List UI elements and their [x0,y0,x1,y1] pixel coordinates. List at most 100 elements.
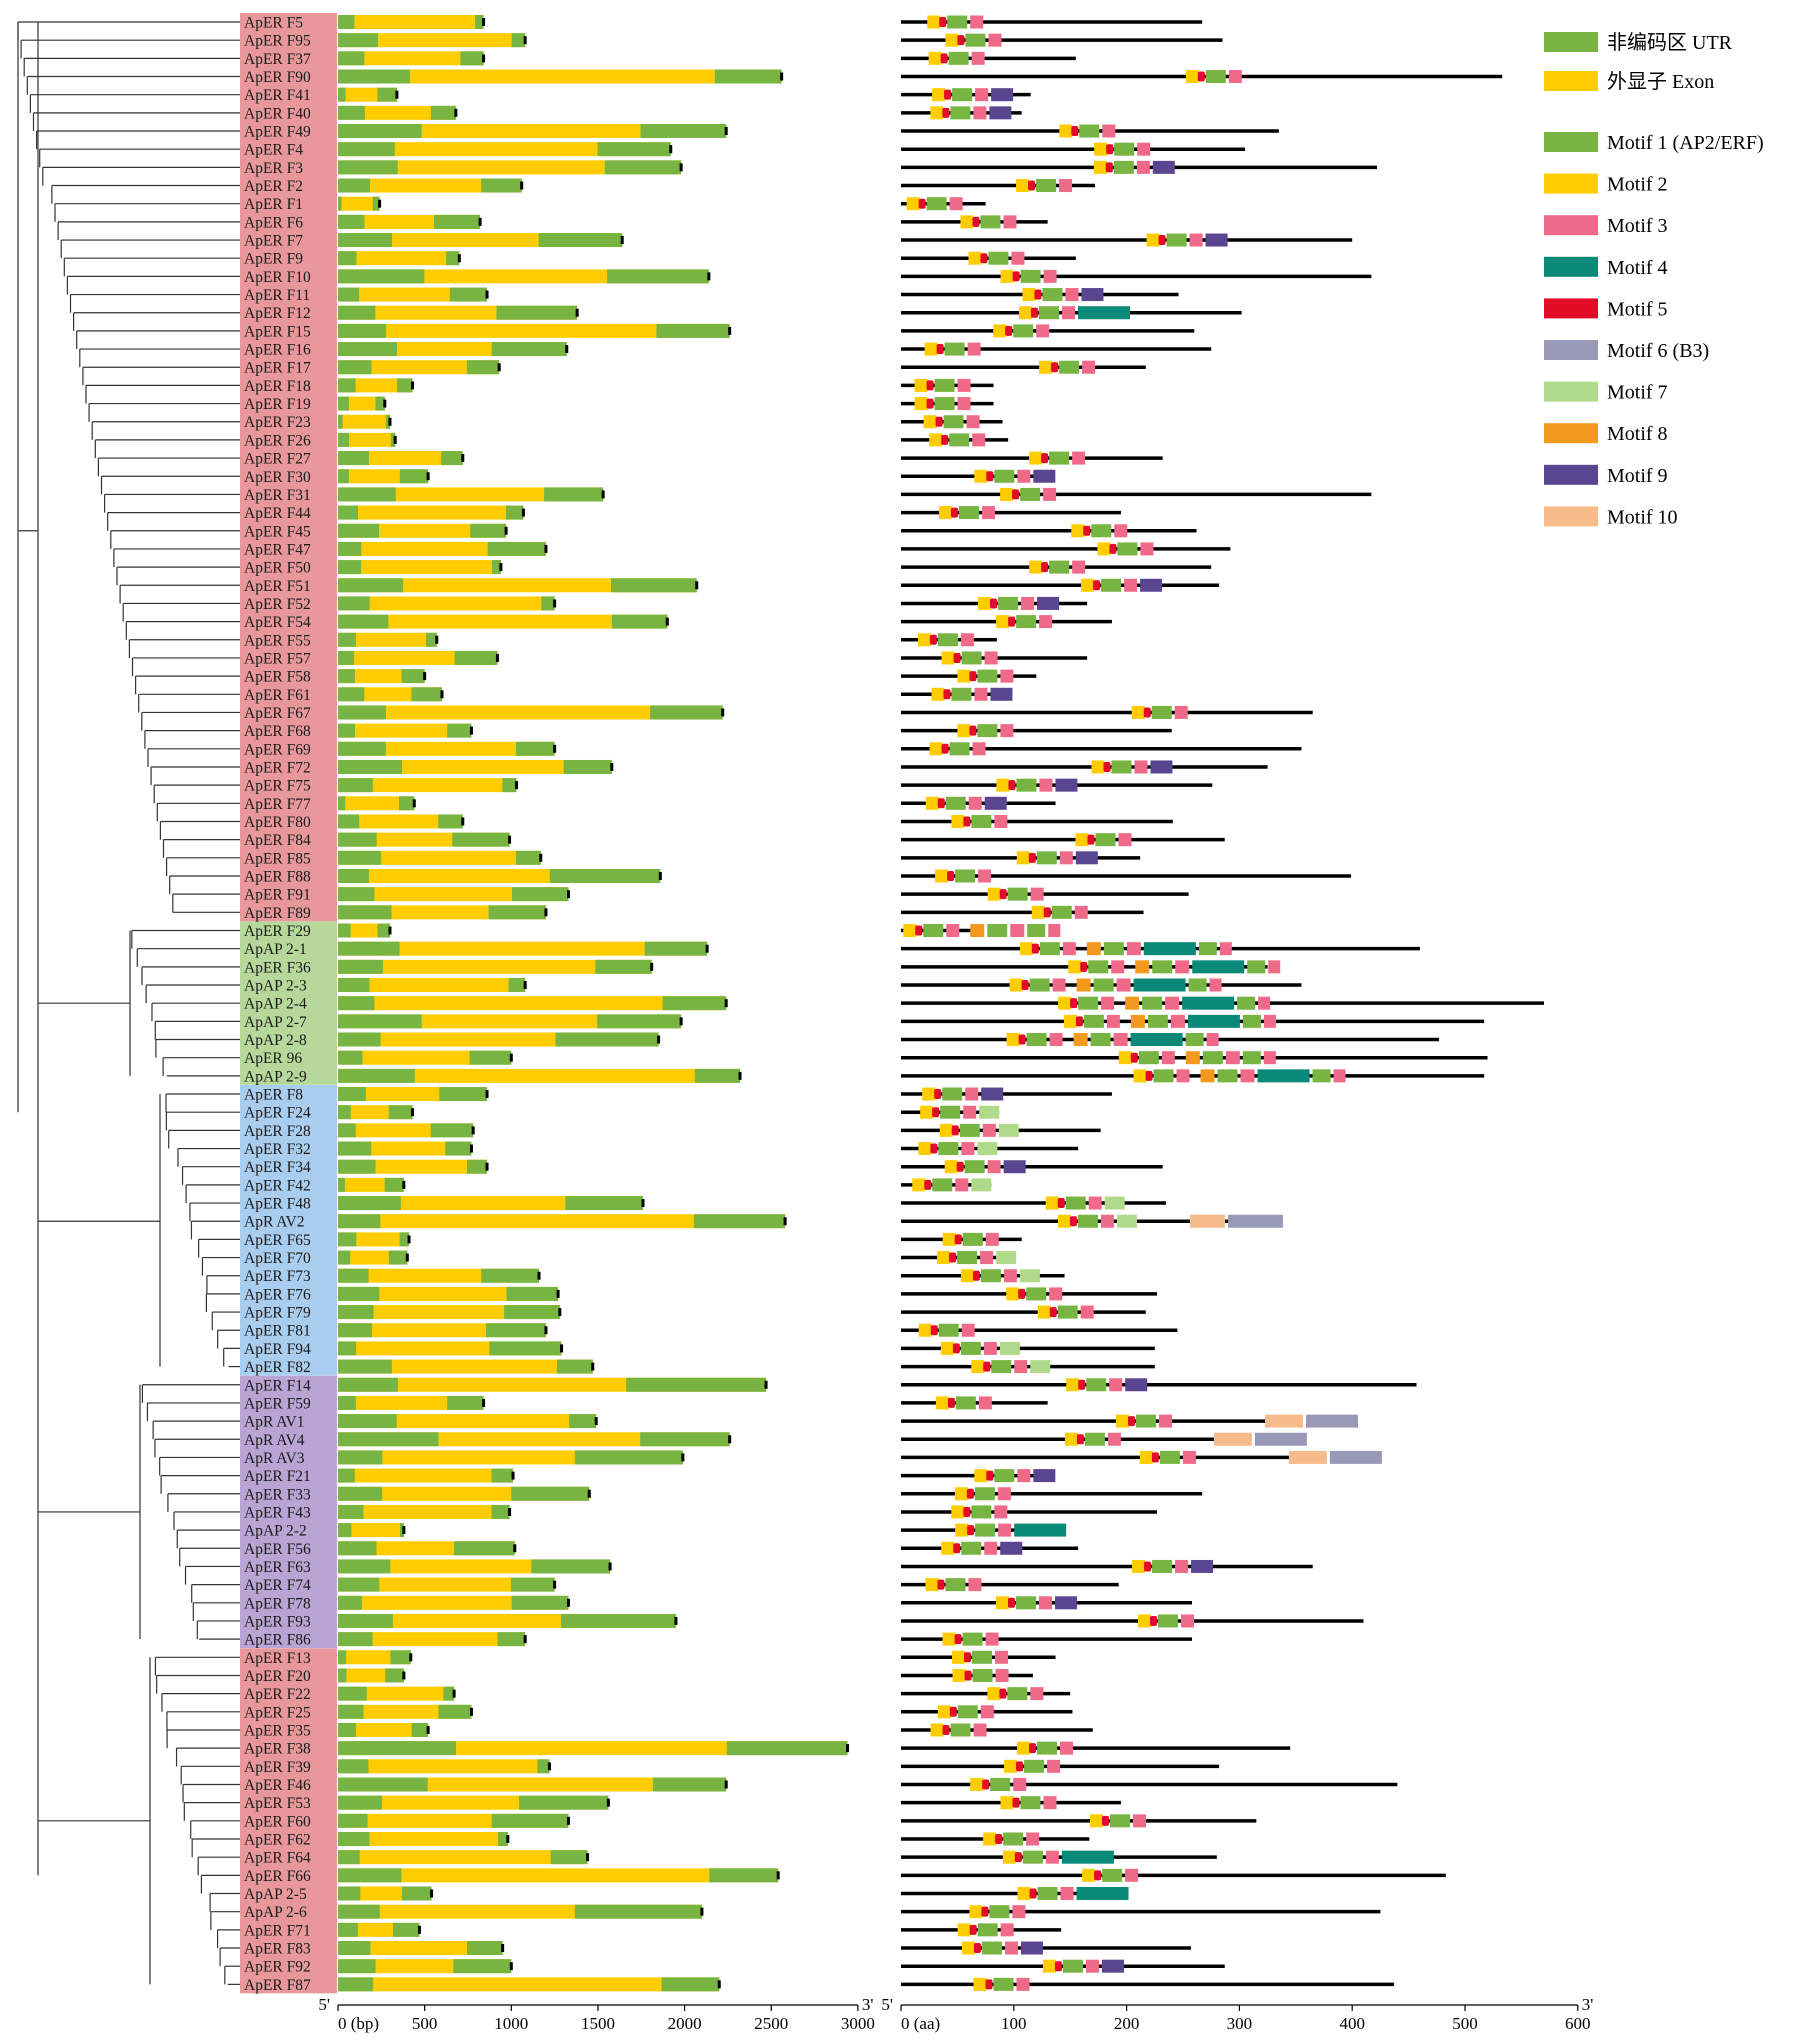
motif-2-box [927,15,941,29]
gene-name-label: ApER F57 [244,650,311,667]
motif-1-box [1152,1559,1173,1573]
gene-name-label: ApER F90 [244,69,311,86]
utr-3-bar [662,996,727,1011]
gene-end-mark [440,690,444,699]
motif-1-box [937,633,958,647]
exon-bar [338,887,569,902]
motif-3-box [1113,1033,1128,1047]
motif-4-box [1192,960,1245,974]
gene-end-mark [641,1199,645,1208]
motif-2-box [918,1142,932,1156]
gene-end-mark [776,1871,780,1880]
motif-3-box [1011,251,1025,265]
gene-name-label: ApER F48 [244,1196,311,1213]
utr-3-bar [497,1632,526,1647]
motif-1-box [1007,1687,1028,1701]
gene-name-label: ApER F79 [244,1305,311,1322]
axis-tick-label: 3000 [841,2014,875,2033]
motif-5-box [943,689,951,700]
motif-2-box [983,1832,997,1846]
motif-1-box [1062,1959,1083,1973]
motif-3-box [985,1632,999,1646]
motif-3-box [1258,996,1271,1010]
exon-bar [338,1359,593,1374]
motif-2-box [1091,760,1105,774]
legend-label: 外显子 Exon [1607,70,1714,93]
gene-name-label: ApAP 2-5 [244,1886,307,1903]
motif-2-box [1146,233,1160,247]
motif-2-box [929,433,943,447]
motif-2-box [1058,996,1072,1010]
utr-3-bar [400,1523,404,1538]
motif-9-box [1081,288,1104,302]
gene-end-mark [681,1453,685,1462]
utr-3-bar [491,1813,569,1828]
gene-end-mark [544,1326,548,1335]
utr-5-bar [338,1014,422,1029]
motif-3-box [1102,124,1116,138]
motif-1-box [987,924,1008,937]
motif-2-box [954,1487,968,1501]
motif-3-box [1140,542,1154,556]
utr-5-bar [338,469,349,484]
gene-name-label: ApAP 2-9 [244,1068,307,1085]
motif-5-box [1076,1434,1084,1445]
gene-name-label: ApER F72 [244,759,311,776]
utr-3-bar [467,1159,488,1174]
motif-7-box [1019,1269,1040,1283]
utr-3-bar [510,1577,555,1592]
motif-2-box [1131,705,1145,719]
motif-1-box [1103,942,1124,956]
motif-2-box [996,778,1010,792]
motif-2-box [961,1941,975,1955]
motif-2-box [1068,960,1082,974]
motif-3-box [1000,724,1014,738]
exon-bar [338,1068,741,1083]
motif-1-box [1015,1596,1036,1610]
utr-3-bar [505,505,524,520]
motif-1-box [1093,978,1114,992]
motif-1-box [1090,1033,1111,1047]
motif-3-box [1107,1432,1121,1446]
utr-5-bar [338,669,355,684]
utr-5-bar [338,1123,356,1138]
motif-5-box [947,1397,955,1408]
motif-5-box [942,107,950,118]
motif-3-box [1165,996,1180,1010]
utr-3-bar [560,1613,676,1628]
utr-3-bar [694,1068,741,1083]
utr-5-bar [338,1305,374,1320]
utr-3-bar [569,1414,597,1429]
exon-bar [338,1050,512,1065]
utr-5-bar [338,178,370,193]
axis-tick-label: 100 [1001,2014,1027,2033]
gene-name-label: ApER F6 [244,214,303,231]
gene-name-label: ApR AV2 [244,1214,304,1231]
gene-end-mark [846,1744,850,1753]
gene-name-label: ApER F87 [244,1977,311,1994]
utr-5-bar [338,1032,381,1047]
motif-4-box [1143,942,1196,956]
motif-1-box [962,1232,983,1246]
gene-name-label: ApER F38 [244,1741,311,1758]
motif-5-box [966,1488,974,1499]
group-band [240,1648,337,1994]
motif-3-box [1333,1069,1346,1083]
utr-3-bar [597,142,671,157]
utr-5-bar [338,1286,380,1301]
motif-5-box [1051,362,1059,373]
motif-5-box [995,1834,1003,1844]
motif-1-box [960,1341,981,1355]
motif-3-box [1175,960,1190,974]
motif-2-box [969,1905,983,1919]
motif-1-box [945,1578,966,1592]
motif-5-box [937,1579,945,1590]
gene-name-label: ApER F86 [244,1632,311,1649]
motif-5-box [1008,780,1016,791]
motif-5-box [983,1361,991,1372]
legend-label: Motif 1 (AP2/ERF) [1607,132,1764,154]
motif-4-box [1014,1523,1067,1537]
motif-3-box [1126,942,1141,956]
gene-end-mark [409,1653,413,1662]
utr-5-bar [338,1141,372,1156]
